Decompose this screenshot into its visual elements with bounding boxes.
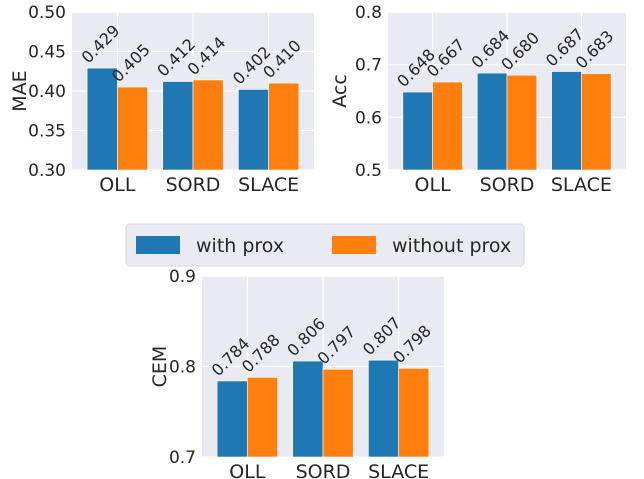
bar-with-prox: [86, 67, 118, 171]
y-axis-label: CEM: [149, 346, 171, 388]
y-tick-label: 0.35: [28, 122, 66, 142]
bar-without-prox: [581, 73, 612, 171]
legend-box: [125, 223, 525, 267]
bar-with-prox: [402, 91, 433, 171]
bar-without-prox: [247, 377, 278, 458]
x-tick-label: OLL: [229, 461, 266, 479]
bar-without-prox: [432, 81, 463, 171]
bar-with-prox: [368, 359, 399, 458]
x-tick-label: SORD: [480, 174, 535, 196]
y-tick-label: 0.6: [355, 108, 382, 128]
bar-with-prox: [238, 89, 269, 171]
bar-with-prox: [292, 360, 324, 458]
bar-with-prox: [162, 81, 194, 171]
y-tick-label: 0.40: [28, 82, 66, 102]
chart-mae: 0.300.350.400.450.500.429 0.412 0.4020.405…: [9, 3, 314, 196]
bar-without-prox: [268, 82, 300, 171]
legend-label-with-prox: with prox: [196, 235, 284, 257]
legend-swatch-with-prox: [136, 236, 180, 254]
y-tick-label: 0.9: [169, 267, 196, 287]
bar-without-prox: [117, 86, 148, 171]
bar-with-prox: [216, 380, 248, 458]
bar-with-prox: [551, 71, 582, 171]
y-tick-label: 0.8: [169, 358, 196, 378]
y-tick-label: 0.30: [28, 161, 66, 181]
x-tick-label: SORD: [296, 461, 351, 479]
y-tick-label: 0.7: [169, 448, 196, 468]
y-tick-label: 0.7: [355, 56, 382, 76]
legend-swatch-without-prox: [332, 236, 376, 254]
bar-without-prox: [192, 79, 224, 171]
bar-without-prox: [506, 74, 538, 171]
bar-without-prox: [322, 368, 354, 458]
x-tick-label: OLL: [99, 174, 136, 196]
bar-with-prox: [476, 72, 508, 171]
y-tick-label: 0.50: [28, 3, 66, 23]
x-tick-label: OLL: [415, 174, 452, 196]
y-tick-label: 0.45: [28, 43, 66, 63]
x-tick-label: SLACE: [551, 174, 612, 196]
legend: with prox without prox: [125, 223, 525, 267]
y-axis-label: Acc: [329, 74, 351, 108]
bar-without-prox: [398, 368, 430, 458]
y-axis-label: MAE: [9, 70, 31, 111]
x-tick-label: SLACE: [238, 174, 299, 196]
x-tick-label: SLACE: [368, 461, 429, 479]
x-tick-label: SORD: [166, 174, 221, 196]
y-tick-label: 0.8: [355, 3, 382, 23]
legend-label-without-prox: without prox: [392, 235, 511, 257]
y-tick-label: 0.5: [355, 161, 382, 181]
